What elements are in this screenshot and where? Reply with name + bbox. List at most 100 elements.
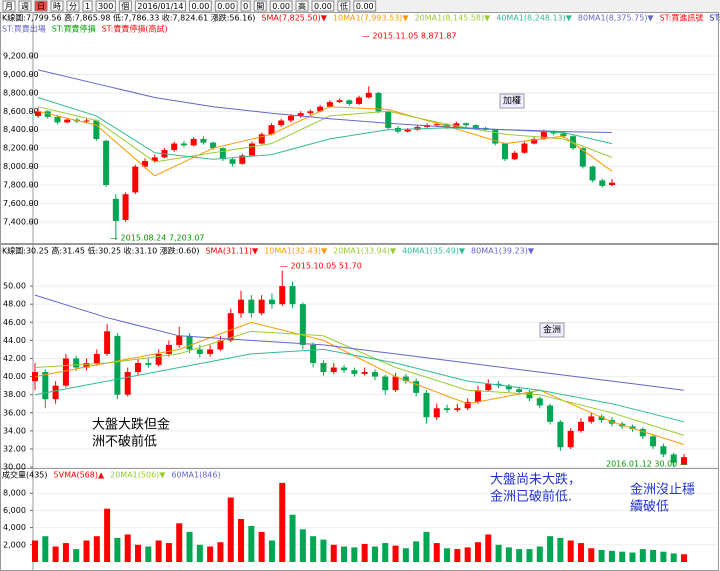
toolbar-item: 月: [5, 2, 13, 11]
toolbar-box: [311, 0, 335, 12]
candle-body: [83, 120, 90, 122]
volume-bar: [238, 519, 245, 562]
toolbar-item: 0.00: [356, 2, 374, 11]
candle-body: [54, 116, 61, 123]
volume-bar: [124, 534, 131, 562]
y-tick-label: 44.00: [3, 336, 26, 345]
candle-body: [375, 92, 382, 112]
candle-body: [180, 143, 187, 146]
note-text: 金洲已破前低.: [490, 489, 572, 505]
toolbar-item: 個: [121, 1, 129, 11]
toolbar-box: [295, 0, 309, 12]
toolbar-box: [66, 0, 80, 12]
panel-frame: [0, 12, 719, 244]
candle-body: [238, 299, 245, 314]
volume-bar: [351, 547, 358, 562]
candle-body: [577, 421, 584, 431]
y-tick-label: 8,000.00: [3, 162, 39, 171]
y-tick-label: 50.00: [3, 282, 26, 291]
candle-body: [330, 367, 337, 373]
candle-body: [371, 372, 378, 377]
note-text: 洲不破前低: [92, 434, 157, 450]
volume-bar: [464, 547, 471, 562]
toolbar-item: 2016/01/14: [137, 2, 183, 11]
legend-entry: 5VMA(568)▲: [54, 471, 105, 480]
volume-bar: [196, 544, 203, 562]
y-tick-label: 30.00: [3, 463, 26, 472]
toolbar-box: [82, 0, 93, 12]
legend-entry: 10MA1(7,993.53)▼: [333, 14, 410, 23]
candle-body: [210, 142, 217, 149]
candle-body: [356, 97, 363, 104]
candle-body: [531, 138, 538, 144]
toolbar-box: [214, 0, 238, 12]
legend-entry: 80MA1(8,375.75)▼: [578, 14, 655, 23]
candle-body: [317, 106, 324, 112]
moving-average-line: [37, 106, 613, 177]
candle-body: [310, 344, 317, 363]
volume-bar: [516, 549, 523, 562]
candle-body: [93, 120, 100, 139]
candle-body: [219, 148, 226, 160]
candle-body: [474, 390, 481, 402]
volume-bar: [62, 543, 69, 562]
candle-body: [579, 148, 586, 167]
candle-body: [142, 161, 149, 167]
legend-entry: 10MA1(32.43)▼: [264, 247, 328, 256]
volume-bar: [83, 540, 90, 562]
candle-body: [229, 159, 236, 164]
legend-entry: ST:買進訊號: [660, 13, 704, 23]
toolbar-item: 0.00: [314, 2, 332, 11]
volume-bar: [42, 536, 49, 562]
candle-body: [567, 430, 574, 448]
volume-bar: [444, 548, 451, 562]
toolbar-box: [240, 0, 251, 12]
volume-bar: [361, 543, 368, 562]
legend-entry: 40MA1(35.49)▼: [402, 247, 466, 256]
volume-bar: [619, 551, 626, 562]
volume-bar: [557, 537, 564, 562]
toolbar-item: 0.00: [191, 2, 209, 11]
candle-body: [588, 416, 595, 422]
volume-bar: [176, 523, 183, 562]
candle-body: [516, 389, 523, 392]
candle-body: [392, 376, 399, 391]
candle-body: [326, 102, 333, 107]
toolbar-item: 0.00: [217, 2, 235, 11]
candle-body: [598, 416, 605, 421]
moving-average-line: [34, 321, 685, 445]
y-tick-label: 9,000.00: [3, 70, 39, 79]
candle-body: [464, 401, 471, 409]
toolbar-item: 時: [53, 2, 61, 11]
volume-bar: [423, 531, 430, 562]
volume-bar: [217, 542, 224, 562]
volume-bar: [114, 537, 121, 562]
candle-body: [351, 370, 358, 374]
toolbar-item: 週: [21, 2, 29, 11]
candle-body: [151, 157, 158, 162]
candle-body: [454, 408, 461, 411]
volume-bar: [186, 531, 193, 562]
legend-entry: 80MA1(39.23)▼: [471, 247, 535, 256]
volume-bar: [289, 514, 296, 562]
volume-bar: [93, 536, 100, 562]
series-tag-box: [539, 322, 565, 338]
note-text: 大盤大跌但金: [92, 417, 170, 433]
toolbar-box: [269, 0, 293, 12]
candle-body: [196, 349, 203, 354]
toolbar-box: [50, 0, 64, 12]
annotation: 2016.01.12 30.00 —: [606, 460, 688, 469]
y-tick-label: 42.00: [3, 354, 26, 363]
legend-entry: 20MA1(506)▼: [110, 471, 166, 480]
toolbar-item: 開: [256, 2, 264, 11]
candle-body: [258, 299, 265, 314]
volume-bar: [382, 543, 389, 562]
candle-body: [501, 143, 508, 160]
y-tick-label: 8,800.00: [3, 88, 39, 97]
candle-body: [248, 299, 255, 314]
candle-body: [299, 304, 306, 345]
candle-body: [279, 286, 286, 305]
toolbar-item: 0: [243, 2, 248, 11]
candle-body: [171, 143, 178, 150]
